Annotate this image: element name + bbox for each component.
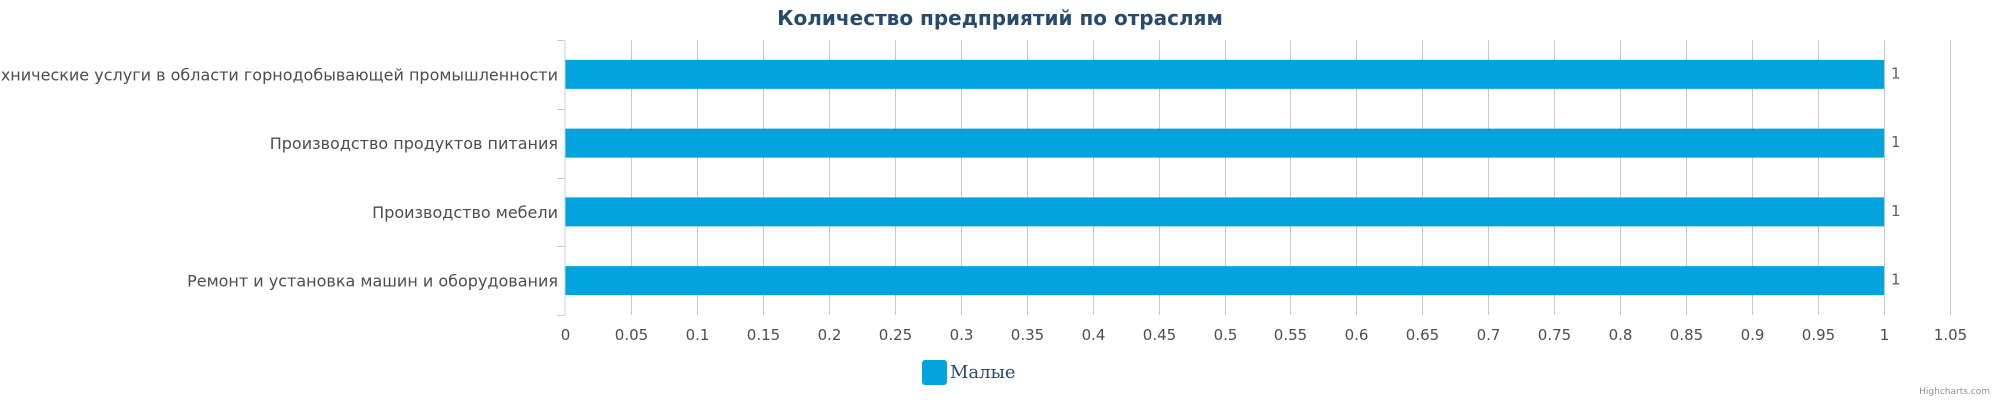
x-tick-label: 0.05 [615,326,648,344]
bars [565,59,1885,296]
legend-label: Малые [950,362,1016,383]
legend[interactable]: Малые [922,360,1016,385]
bar [565,266,1885,296]
x-tick-label: 0.4 [1082,326,1106,344]
bar-data-label: 1 [1891,271,1901,289]
data-labels: 1 1 1 1 [1891,64,1901,288]
chart-title: Количество предприятий по отраслям [777,6,1223,30]
category-label: Производство продуктов питания [270,134,558,153]
x-tick-label: 0.8 [1609,326,1633,344]
category-labels: Технические услуги в области горнодобыва… [0,65,558,290]
bar-data-label: 1 [1891,64,1901,82]
bar [565,197,1885,227]
x-tick-label: 0.55 [1274,326,1307,344]
credits[interactable]: Highcharts.com [1919,387,1990,397]
x-tick-label: 0.65 [1406,326,1439,344]
bar [565,128,1885,158]
x-tick-label: 0.85 [1670,326,1703,344]
x-tick-label: 0.35 [1011,326,1044,344]
category-label: Производство мебели [372,203,558,222]
bar [565,59,1885,89]
x-tick-label: 0.7 [1477,326,1501,344]
x-tick-label: 0.75 [1538,326,1571,344]
x-tick-label: 0.3 [950,326,974,344]
x-tick-label: 0.9 [1741,326,1765,344]
category-label: Ремонт и установка машин и оборудования [187,272,558,291]
category-label: Технические услуги в области горнодобыва… [0,65,558,84]
x-tick-label: 0.45 [1143,326,1176,344]
x-tick-label: 0.95 [1802,326,1835,344]
x-tick-label: 1 [1880,326,1890,344]
x-tick-label: 0.25 [879,326,912,344]
x-axis-tick-labels: 0 0.05 0.1 0.15 0.2 0.25 0.3 0.35 0.4 0.45 0.5 0.55… [561,326,1967,344]
x-tick-label: 0.1 [686,326,710,344]
x-tick-label: 1.05 [1934,326,1967,344]
x-tick-label: 0 [561,326,571,344]
category-axis-ticks [557,40,565,316]
x-tick-label: 0.15 [747,326,780,344]
bar-data-label: 1 [1891,202,1901,220]
x-tick-label: 0.2 [818,326,842,344]
bar-data-label: 1 [1891,133,1901,151]
x-tick-label: 0.5 [1214,326,1238,344]
x-tick-label: 0.6 [1345,326,1369,344]
legend-swatch [922,360,947,385]
